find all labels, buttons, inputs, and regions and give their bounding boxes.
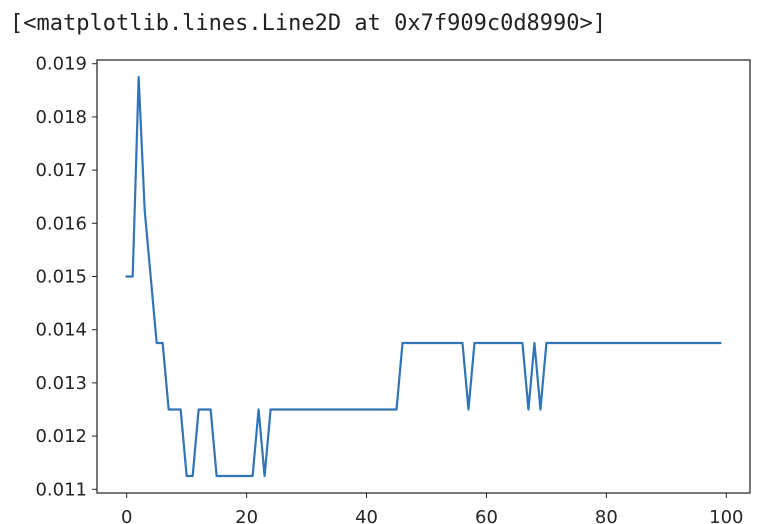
x-tick-label: 0 (121, 507, 132, 524)
y-tick-label: 0.012 (35, 426, 87, 447)
y-tick-label: 0.011 (35, 479, 87, 500)
y-tick-label: 0.013 (35, 373, 87, 394)
y-axis: 0.011 0.012 0.013 0.014 0.015 0.016 0.017 0.018… (35, 54, 97, 500)
x-tick-label: 100 (709, 507, 743, 524)
y-tick-label: 0.019 (35, 54, 87, 75)
x-tick-label: 20 (235, 507, 258, 524)
series-line-0 (125, 75, 722, 478)
x-tick-label: 60 (475, 507, 498, 524)
plot-area (125, 75, 722, 478)
x-axis: 0 20 40 60 80 100 (121, 493, 743, 524)
y-tick-label: 0.018 (35, 107, 87, 128)
output-repr-text: [<matplotlib.lines.Line2D at 0x7f909c0d8… (10, 11, 607, 36)
y-tick-label: 0.014 (35, 320, 87, 341)
y-tick-label: 0.016 (35, 213, 87, 234)
y-tick-label: 0.015 (35, 267, 87, 288)
x-tick-label: 40 (355, 507, 378, 524)
y-tick-label: 0.017 (35, 160, 87, 181)
axes-frame (96, 59, 751, 494)
x-tick-label: 80 (595, 507, 618, 524)
